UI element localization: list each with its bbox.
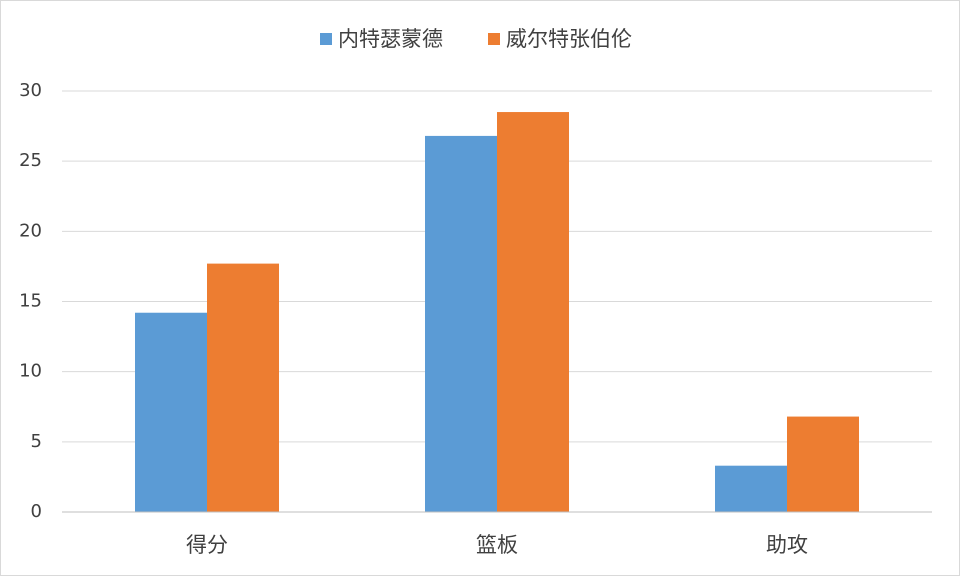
y-tick-label: 10 xyxy=(19,361,42,382)
legend-swatch xyxy=(488,33,500,45)
y-tick-label: 5 xyxy=(31,431,42,452)
bar xyxy=(207,263,279,512)
bar xyxy=(135,312,207,512)
bar xyxy=(425,135,497,512)
bar xyxy=(787,416,859,512)
bar xyxy=(715,465,787,512)
y-tick-label: 25 xyxy=(19,150,42,171)
y-tick-label: 30 xyxy=(19,80,42,101)
y-tick-label: 0 xyxy=(31,501,42,522)
legend-label: 内特瑟蒙德 xyxy=(338,27,443,51)
y-tick-label: 15 xyxy=(19,291,42,312)
x-tick-label: 助攻 xyxy=(766,533,808,557)
legend-swatch xyxy=(320,33,332,45)
bar xyxy=(497,112,569,513)
x-tick-label: 得分 xyxy=(186,533,228,557)
legend-label: 威尔特张伯伦 xyxy=(506,27,632,51)
x-tick-label: 篮板 xyxy=(476,533,518,557)
y-tick-label: 20 xyxy=(19,220,42,241)
